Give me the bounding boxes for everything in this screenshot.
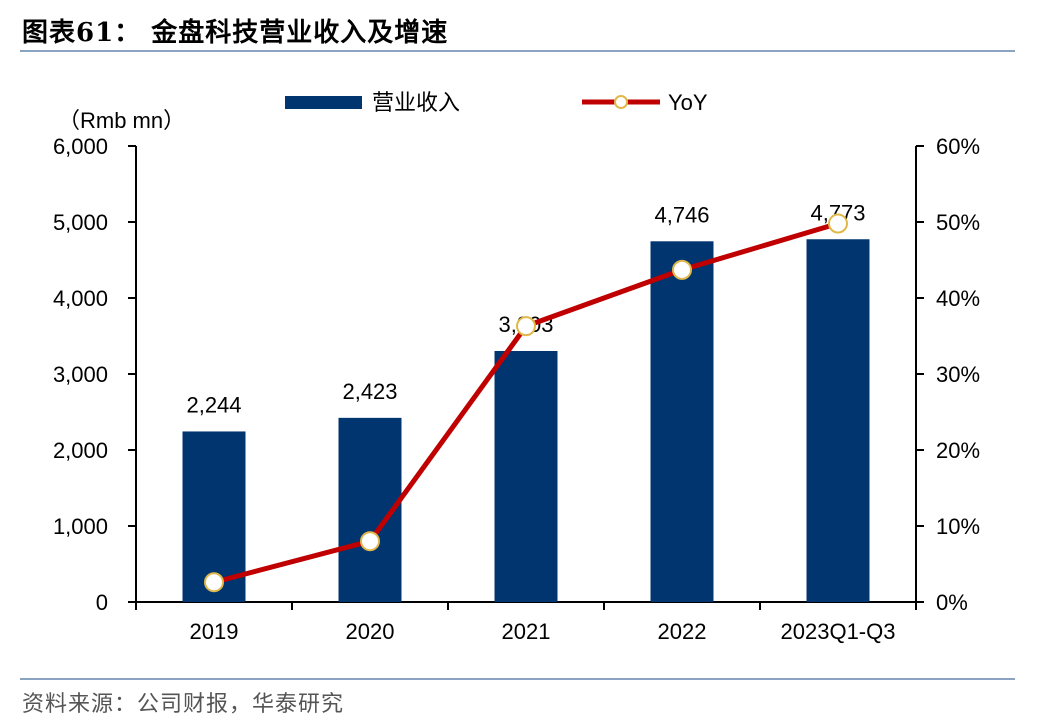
yoy-line-group [204, 213, 848, 593]
bar-value-label: 2,423 [342, 379, 397, 404]
legend-bar-label: 营业收入 [372, 90, 460, 115]
source-note: 资料来源：公司财报，华泰研究 [22, 692, 345, 717]
x-tick-label: 2019 [190, 619, 239, 644]
left-tick-label: 3,000 [53, 362, 108, 387]
revenue-bar [650, 241, 714, 602]
yoy-point [516, 316, 536, 337]
bar-value-label: 4,746 [654, 202, 709, 227]
bar-value-label: 2,244 [186, 392, 241, 417]
left-tick-label: 0 [96, 590, 108, 615]
axes-group: 0 0% 1,000 10% 2,000 20% 3,000 30% 4,000 40% 5,000… [53, 108, 980, 644]
yoy-point [204, 572, 224, 593]
x-tick-label: 2022 [658, 619, 707, 644]
yoy-point [828, 213, 848, 234]
left-tick-label: 4,000 [53, 286, 108, 311]
right-tick-label: 20% [936, 438, 980, 463]
right-tick-label: 30% [936, 362, 980, 387]
legend-line-label: YoY [668, 90, 708, 115]
legend-bar-swatch [285, 96, 362, 109]
top-rule [20, 50, 1015, 52]
revenue-bar [494, 350, 558, 602]
x-tick-label: 2021 [502, 619, 551, 644]
right-tick-label: 60% [936, 134, 980, 159]
left-tick-label: 2,000 [53, 438, 108, 463]
revenue-yoy-chart: 0 0% 1,000 10% 2,000 20% 3,000 30% 4,000 40% 5,000… [53, 90, 980, 644]
right-tick-label: 10% [936, 514, 980, 539]
figure-title: 图表61： 金盘科技营业收入及增速 [22, 18, 449, 48]
unit-label: （Rmb mn） [58, 108, 185, 133]
bars-group [182, 239, 870, 602]
revenue-bar [806, 239, 870, 602]
right-tick-label: 50% [936, 210, 980, 235]
x-tick-label: 2023Q1-Q3 [781, 619, 896, 644]
bottom-rule [20, 678, 1015, 680]
left-tick-label: 6,000 [53, 134, 108, 159]
yoy-point [672, 259, 692, 280]
legend-group: 营业收入 YoY [285, 90, 708, 115]
x-tick-label: 2020 [346, 619, 395, 644]
left-tick-label: 5,000 [53, 210, 108, 235]
right-tick-label: 40% [936, 286, 980, 311]
yoy-point [360, 531, 380, 552]
right-tick-label: 0% [936, 590, 968, 615]
legend-line-marker [614, 95, 628, 109]
left-tick-label: 1,000 [53, 514, 108, 539]
